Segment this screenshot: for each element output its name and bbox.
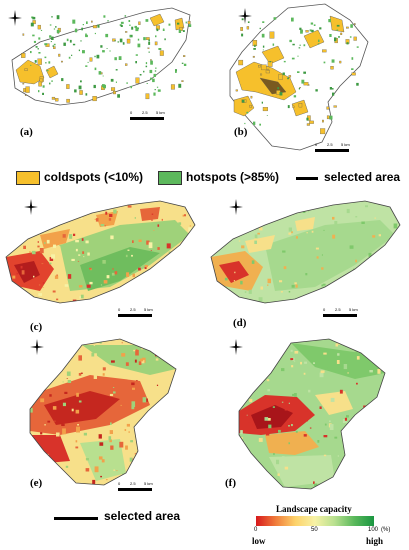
north-arrow-icon [30, 339, 44, 355]
capacity-map-c [5, 200, 196, 304]
capacity-low-label: low [252, 536, 266, 546]
selected-area-line-bottom [54, 517, 98, 520]
map-panel-d: (d) 0 2.5 5 km [205, 195, 409, 335]
selected-area-label-bottom: selected area [104, 509, 181, 523]
capacity-tick-100: 100 [368, 527, 379, 533]
capacity-tick-50: 50 [311, 527, 318, 533]
panel-label-d: (d) [233, 317, 247, 329]
capacity-tick-0: 0 [254, 527, 258, 533]
panel-label-b: (b) [234, 126, 248, 138]
scale-bar-c: 0 2.5 5 km [118, 307, 158, 321]
scale-bar-b: 0 2.5 5 km [315, 142, 355, 156]
capacity-unit: (%) [381, 527, 391, 533]
selected-area-legend-label: selected area [324, 170, 401, 184]
north-arrow-icon [229, 199, 243, 215]
hotspot-legend-label: hotspots (>85%) [186, 170, 280, 184]
panel-label-f: (f) [225, 477, 236, 489]
north-arrow-icon [238, 8, 252, 24]
map-panel-f: (f) [205, 335, 409, 510]
hotspot-map-b [229, 3, 369, 151]
coldspot-legend-label: coldspots (<10%) [44, 170, 144, 184]
hotspot-swatch [158, 171, 182, 185]
panel-label-a: (a) [20, 126, 33, 138]
capacity-map-e [29, 338, 177, 486]
map-panel-b: (b) 0 2.5 5 km [200, 0, 409, 160]
panel-label-e: (e) [30, 477, 43, 489]
capacity-map-f [238, 338, 386, 490]
scale-bar-e: 0 2.5 5 km [118, 481, 158, 495]
map-panel-e: (e) 0 2.5 5 km [0, 335, 205, 510]
selected-area-line [296, 177, 318, 180]
north-arrow-icon [24, 199, 38, 215]
coldspot-swatch [16, 171, 40, 185]
scale-bar-a: 0 2.5 5 km [130, 110, 170, 124]
hotspot-map-a [11, 7, 192, 106]
north-arrow-icon [8, 10, 22, 26]
capacity-high-label: high [366, 536, 384, 546]
map-panel-a: (a) 0 2.5 5 km [0, 0, 200, 160]
north-arrow-icon [229, 339, 243, 355]
capacity-legend-title: Landscape capacity [276, 504, 352, 514]
scale-bar-d: 0 2.5 5 km [323, 307, 363, 321]
hotspot-legend: coldspots (<10%) hotspots (>85%) selecte… [0, 168, 409, 188]
capacity-gradient-bar [256, 516, 374, 526]
panel-label-c: (c) [30, 321, 43, 333]
map-panel-c: (c) 0 2.5 5 km [0, 195, 205, 335]
capacity-map-d [210, 200, 401, 304]
